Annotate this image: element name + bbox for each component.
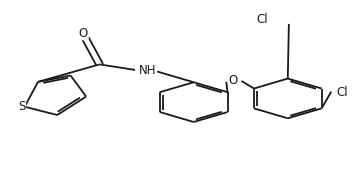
Text: O: O [229,75,238,87]
Text: NH: NH [139,64,156,77]
Text: Cl: Cl [336,86,348,98]
Text: Cl: Cl [256,13,268,26]
Text: S: S [18,100,25,113]
Text: O: O [79,27,88,40]
